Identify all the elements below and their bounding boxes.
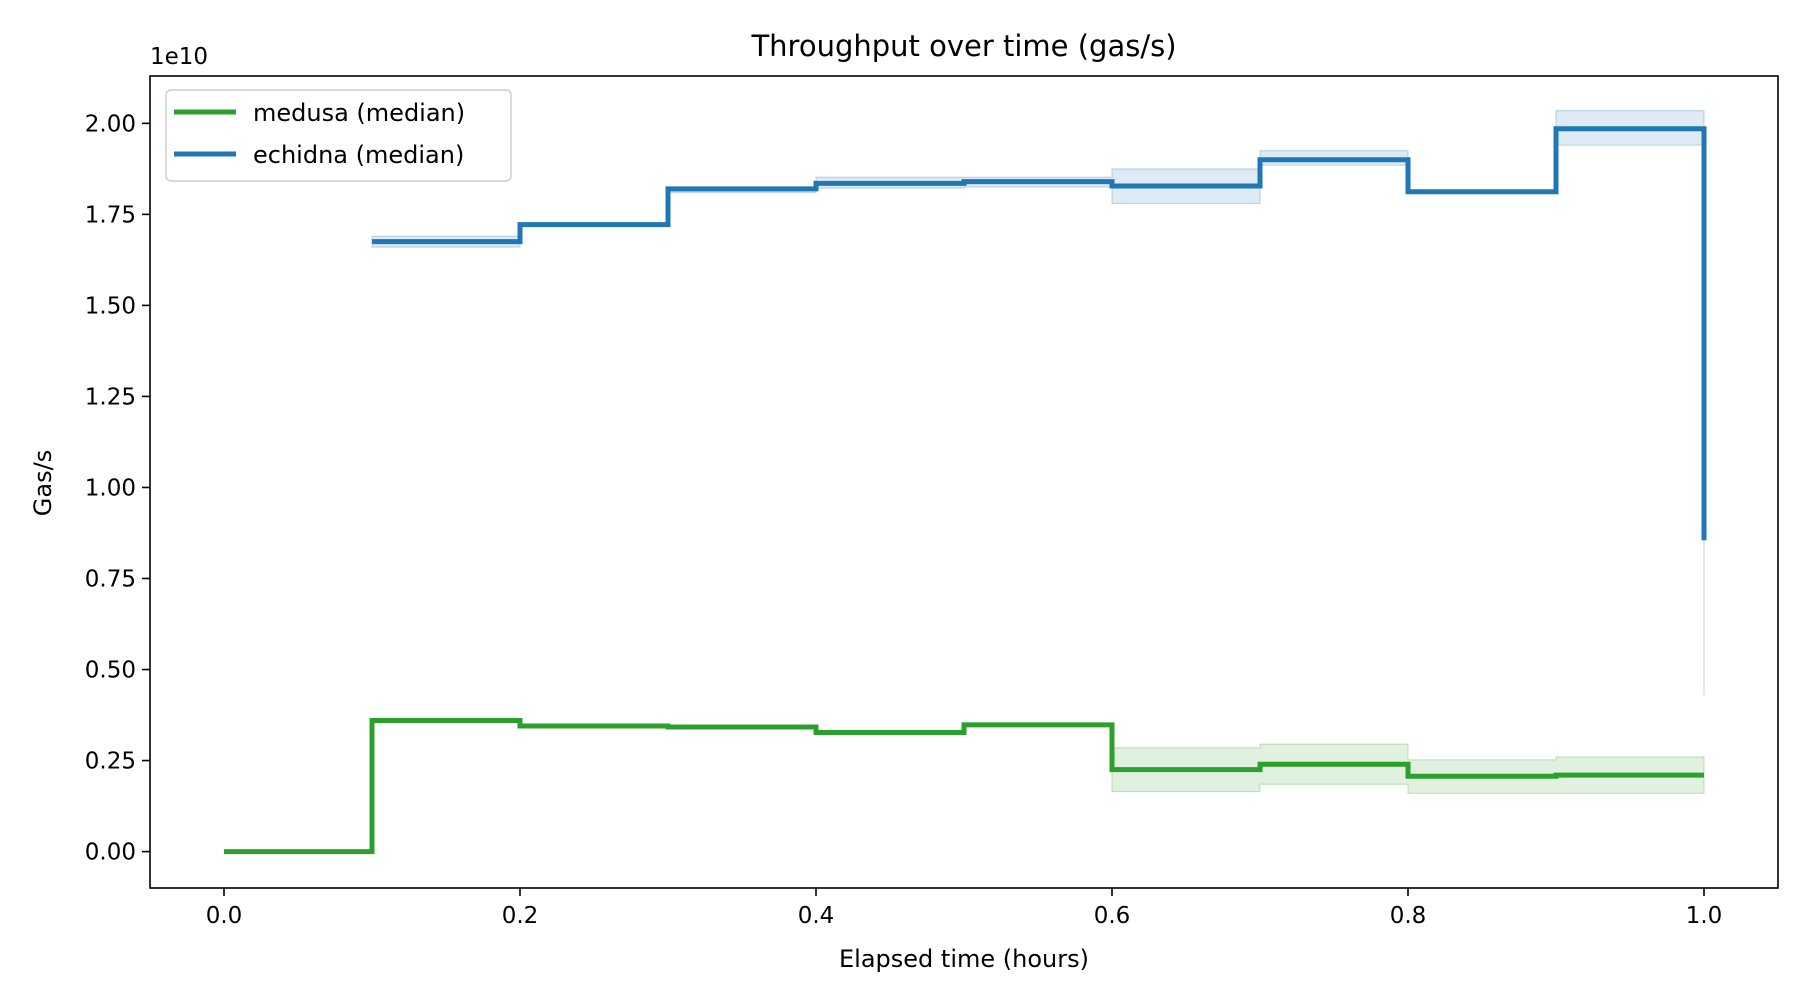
x-tick-label: 0.4 xyxy=(798,903,835,929)
series-line-echidna xyxy=(372,126,1707,541)
y-axis-label: Gas/s xyxy=(29,450,57,516)
x-tick-label: 0.8 xyxy=(1390,903,1427,929)
x-tick-label: 0.2 xyxy=(502,903,539,929)
plot-frame xyxy=(149,75,1779,889)
y-axis-ticks: 0.00 0.25 0.50 0.75 1.00 1.25 1.50 1.75 2.00 xyxy=(85,111,150,866)
x-axis-ticks: 0.0 0.2 0.4 0.6 0.8 1.0 xyxy=(206,888,1723,929)
x-tick-label: 1.0 xyxy=(1686,903,1723,929)
y-tick-label: 2.00 xyxy=(85,111,136,137)
y-tick-label: 1.75 xyxy=(85,202,136,228)
series-lines xyxy=(224,126,1707,855)
legend-label-medusa: medusa (median) xyxy=(253,99,465,127)
y-tick-label: 0.75 xyxy=(85,566,136,592)
x-axis-label: Elapsed time (hours) xyxy=(839,945,1089,973)
y-tick-label: 0.25 xyxy=(85,749,136,775)
y-tick-label: 1.25 xyxy=(85,384,136,410)
x-tick-label: 0.6 xyxy=(1094,903,1131,929)
legend-label-echidna: echidna (median) xyxy=(253,141,464,169)
y-tick-label: 0.00 xyxy=(85,840,136,866)
legend: medusa (median) echidna (median) xyxy=(165,89,512,182)
y-offset-label: 1e10 xyxy=(150,44,208,70)
legend-box xyxy=(165,89,512,182)
y-tick-label: 1.00 xyxy=(85,475,136,501)
chart-title: Throughput over time (gas/s) xyxy=(750,29,1176,63)
x-tick-label: 0.0 xyxy=(206,903,243,929)
y-tick-label: 1.50 xyxy=(85,293,136,319)
series-line-medusa xyxy=(224,718,1704,855)
y-tick-label: 0.50 xyxy=(85,658,136,684)
